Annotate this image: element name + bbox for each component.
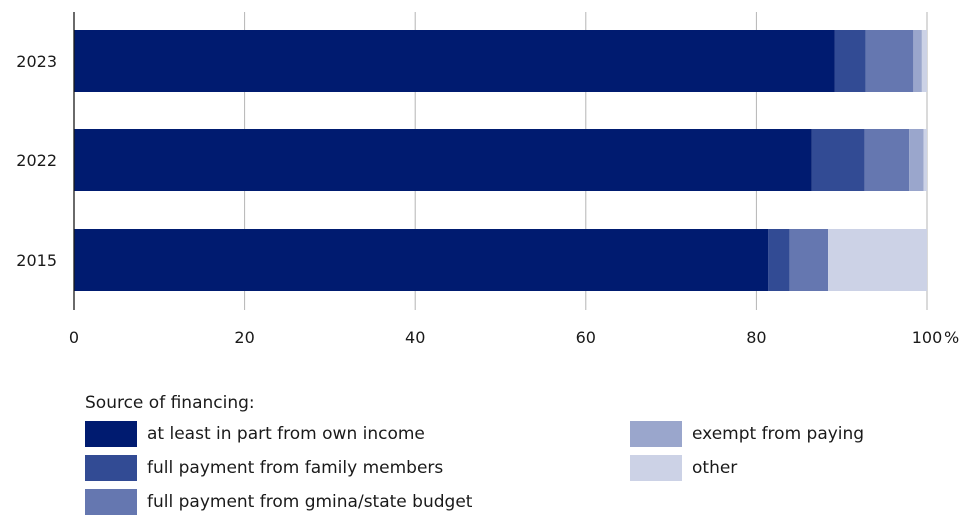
bar-segment (811, 129, 865, 191)
x-axis-labels: 0 20 40 60 80 100% (69, 328, 959, 347)
legend-swatch (630, 421, 682, 447)
legend-item: full payment from gmina/state budget (85, 489, 472, 515)
legend-swatch (85, 489, 137, 515)
legend-item: full payment from family members (85, 455, 443, 481)
legend-item: exempt from paying (630, 421, 864, 447)
bar-segment (909, 129, 924, 191)
legend-title: Source of financing: (85, 393, 255, 413)
legend-item: other (630, 455, 737, 481)
legend-swatch (630, 455, 682, 481)
legend-swatch (85, 421, 137, 447)
x-tick-label: 40 (405, 328, 425, 347)
y-tick-label: 2015 (16, 251, 57, 270)
legend-swatch (85, 455, 137, 481)
x-unit-label: % (944, 328, 959, 347)
bars (74, 30, 927, 291)
bar-segment (913, 30, 922, 92)
y-axis-labels: 2023 2022 2015 (16, 52, 57, 270)
bar-segment (828, 229, 927, 291)
legend: Source of financing: at least in part fr… (85, 393, 945, 521)
bar-segment (865, 30, 914, 92)
y-tick-label: 2022 (16, 151, 57, 170)
x-tick-label: 100 (912, 328, 943, 347)
stacked-bar-chart: 2023 2022 2015 0 20 40 60 80 100% (16, 12, 959, 347)
legend-label: at least in part from own income (147, 424, 425, 444)
bar-segment (921, 30, 927, 92)
x-tick-label: 0 (69, 328, 79, 347)
legend-label: full payment from family members (147, 458, 444, 478)
x-tick-label: 80 (746, 328, 766, 347)
x-tick-label: 60 (576, 328, 596, 347)
legend-label: exempt from paying (692, 424, 865, 444)
bar-segment (864, 129, 910, 191)
bar-segment (74, 229, 769, 291)
x-tick-label: 20 (234, 328, 254, 347)
bar-segment (834, 30, 866, 92)
legend-items: at least in part from own income full pay… (85, 421, 945, 521)
bar-segment (74, 30, 835, 92)
bar-segment (768, 229, 790, 291)
bar-segment (789, 229, 829, 291)
bar-segment (74, 129, 812, 191)
legend-label: other (692, 458, 738, 478)
bar-segment (923, 129, 927, 191)
y-tick-label: 2023 (16, 52, 57, 71)
legend-label: full payment from gmina/state budget (147, 492, 473, 512)
legend-item: at least in part from own income (85, 421, 425, 447)
